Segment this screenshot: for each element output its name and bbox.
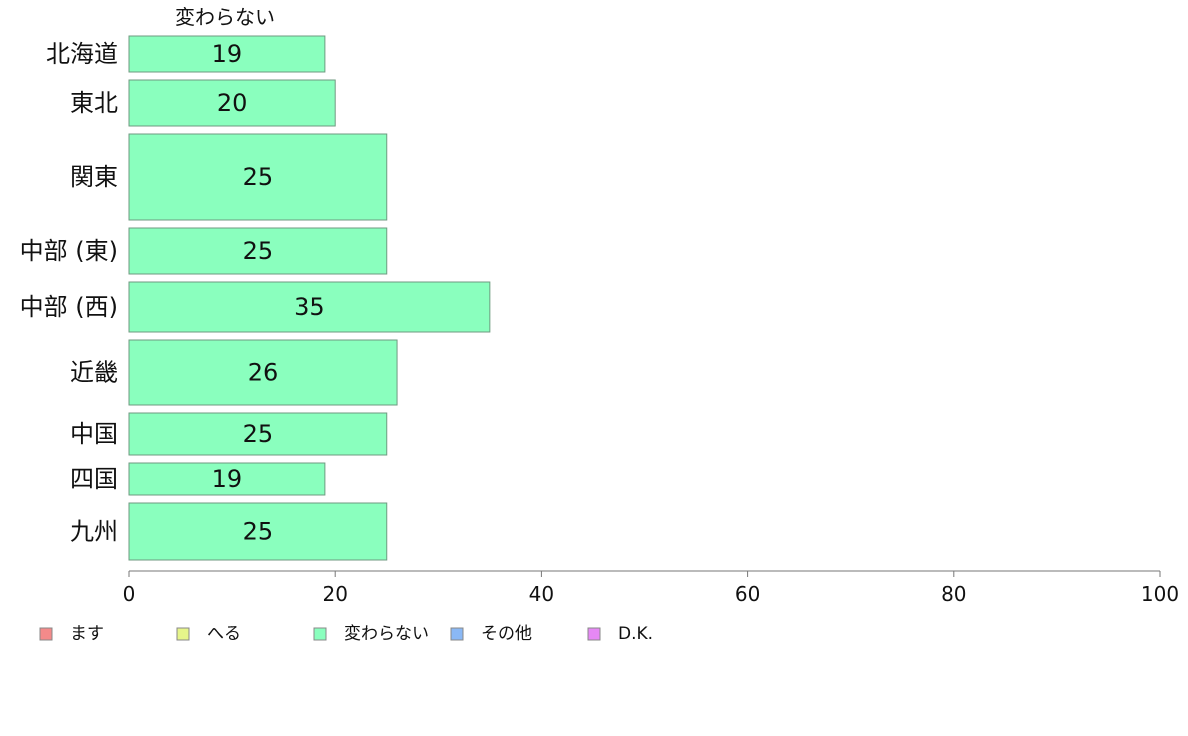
legend-swatch-2 bbox=[313, 627, 327, 641]
data-label-0-series-2: 19 bbox=[212, 40, 243, 68]
x-tick-label-3: 60 bbox=[735, 582, 760, 606]
data-label-3-series-2: 25 bbox=[243, 237, 274, 265]
bar-0-series-2 bbox=[128, 35, 326, 73]
legend-label-4: D.K. bbox=[618, 624, 653, 644]
bar-7-series-2 bbox=[128, 462, 326, 496]
legend-label-0: ます bbox=[70, 624, 104, 644]
data-label-4-series-2: 35 bbox=[294, 293, 325, 321]
x-tick-label-5: 100 bbox=[1141, 582, 1179, 606]
data-label-2-series-2: 25 bbox=[243, 163, 274, 191]
category-label-4: 中部 (西) bbox=[20, 293, 118, 321]
x-tick-label-1: 20 bbox=[322, 582, 347, 606]
legend-label-1: へる bbox=[207, 624, 241, 644]
data-label-8-series-2: 25 bbox=[243, 518, 274, 546]
legend-label-3: その他 bbox=[481, 624, 532, 644]
bar-1-series-2 bbox=[128, 79, 336, 127]
legend-swatch-1 bbox=[176, 627, 190, 641]
category-label-0: 北海道 bbox=[46, 40, 118, 68]
category-label-2: 関東 bbox=[70, 163, 118, 191]
series-header: 変わらない bbox=[175, 5, 275, 29]
legend-swatch-0 bbox=[39, 627, 53, 641]
bar-2-series-2 bbox=[128, 133, 388, 221]
legend-swatch-4 bbox=[587, 627, 601, 641]
legend-swatch-3 bbox=[450, 627, 464, 641]
data-label-6-series-2: 25 bbox=[243, 420, 274, 448]
bar-3-series-2 bbox=[128, 227, 388, 275]
category-label-7: 四国 bbox=[70, 465, 118, 493]
legend-label-2: 変わらない bbox=[344, 624, 429, 644]
category-label-5: 近畿 bbox=[70, 359, 118, 387]
bar-6-series-2 bbox=[128, 412, 388, 456]
data-label-5-series-2: 26 bbox=[248, 359, 279, 387]
data-label-1-series-2: 20 bbox=[217, 89, 248, 117]
category-label-8: 九州 bbox=[70, 518, 118, 546]
bar-4-series-2 bbox=[128, 281, 491, 333]
x-tick-label-4: 80 bbox=[941, 582, 966, 606]
legend: ます へる 変わらない その他 D.K. bbox=[39, 624, 653, 644]
category-label-1: 東北 bbox=[70, 89, 118, 117]
category-label-6: 中国 bbox=[70, 420, 118, 448]
bar-5-series-2 bbox=[128, 339, 398, 406]
x-tick-label-0: 0 bbox=[123, 582, 136, 606]
category-label-3: 中部 (東) bbox=[20, 237, 118, 265]
x-tick-label-2: 40 bbox=[529, 582, 554, 606]
data-label-7-series-2: 19 bbox=[212, 465, 243, 493]
bar-8-series-2 bbox=[128, 502, 388, 561]
x-axis: 0 20 40 60 80 100 bbox=[123, 570, 1179, 606]
